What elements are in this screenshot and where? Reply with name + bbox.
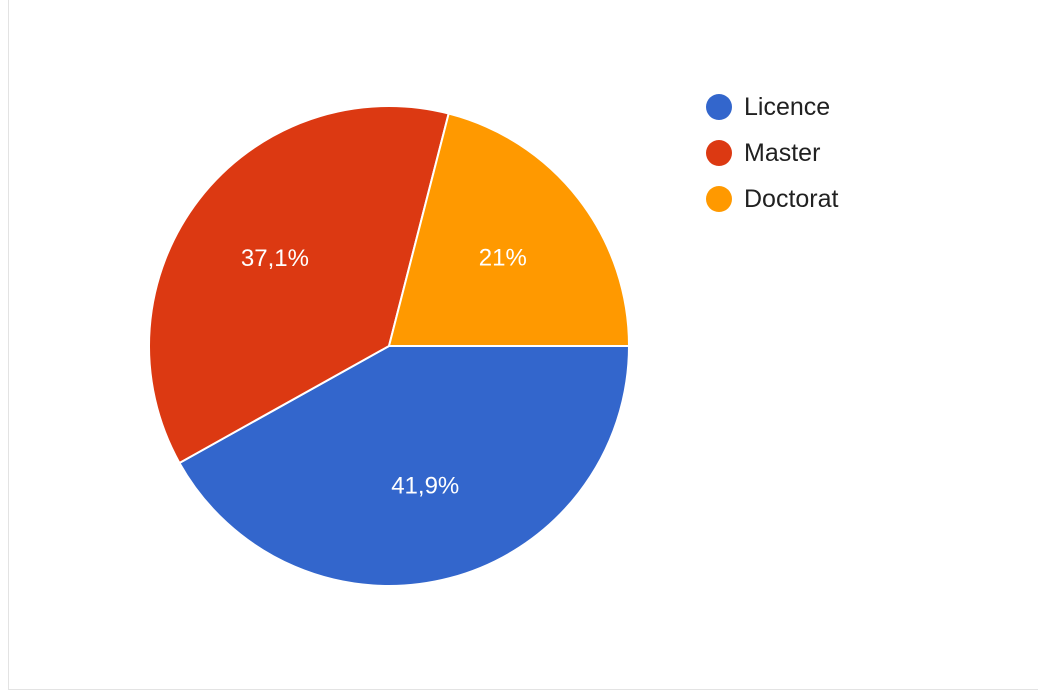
pie-chart: 41,9% 37,1% 21% [148,105,631,587]
pie-slice-licence[interactable] [178,345,631,587]
legend-label-doctorat: Doctorat [744,184,839,213]
legend: Licence Master Doctorat [706,84,838,222]
legend-item-licence[interactable]: Licence [706,84,838,130]
legend-item-doctorat[interactable]: Doctorat [706,176,838,222]
legend-label-licence: Licence [744,92,831,121]
pie-slice-doctorat[interactable] [387,112,631,347]
pie-slice-master[interactable] [148,105,450,465]
chart-card: 41,9% 37,1% 21% Licence Master Doctorat [8,0,1038,690]
legend-swatch-licence [706,94,732,120]
slice-label-doctorat: 21% [479,245,527,272]
pie-slices [148,105,631,587]
legend-label-master: Master [744,138,821,167]
legend-swatch-doctorat [706,186,732,212]
pie-slice-labels: 41,9% 37,1% 21% [241,245,527,500]
legend-item-master[interactable]: Master [706,130,838,176]
legend-swatch-master [706,140,732,166]
slice-label-master: 37,1% [241,245,309,272]
slice-label-licence: 41,9% [391,472,459,499]
